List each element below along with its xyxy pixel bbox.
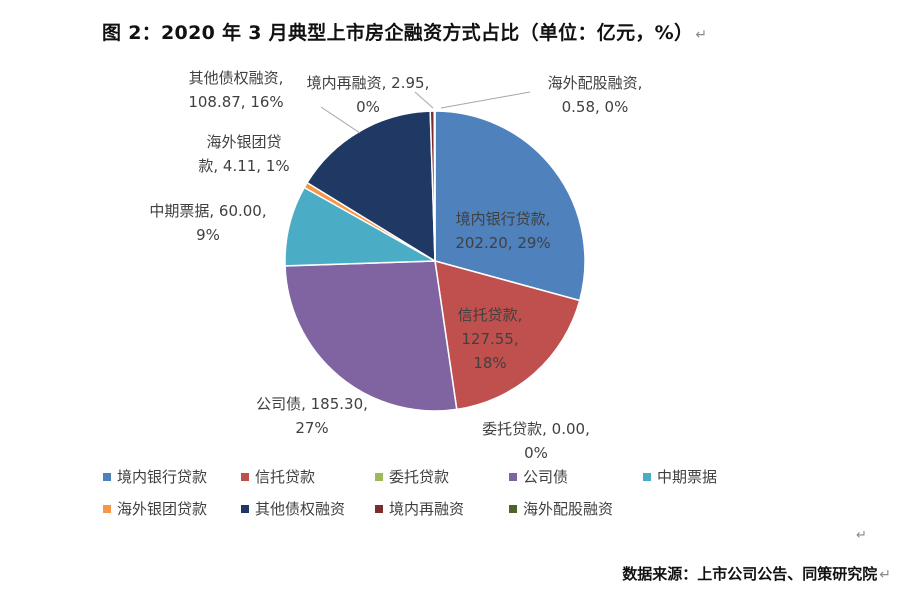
slice-data-label: 中期票据, 60.00, 9% — [149, 202, 266, 244]
legend-item: 信托贷款 — [241, 466, 315, 487]
pie-slice — [433, 110, 436, 262]
pie-slice — [306, 110, 436, 263]
legend-swatch — [375, 504, 383, 513]
pie-slice — [434, 259, 581, 411]
legend-item: 海外配股融资 — [509, 498, 613, 519]
legend-swatch — [375, 472, 383, 481]
leader-line — [440, 91, 531, 109]
legend-label: 海外银团贷款 — [117, 500, 208, 518]
pie-slice — [284, 260, 458, 412]
slice-data-label: 海外配股融资, 0.58, 0% — [548, 74, 643, 116]
slice-data-label: 海外银团贷款, 4.11, 1% — [198, 133, 289, 175]
pie-slice — [434, 110, 586, 302]
legend-label: 中期票据 — [657, 468, 718, 486]
slice-data-label: 其他债权融资, 108.87, 16% — [188, 69, 283, 111]
legend-swatch — [103, 504, 111, 513]
legend-label: 委托贷款 — [389, 468, 450, 486]
paragraph-mark: ↵ — [695, 27, 708, 43]
legend-label: 境内银行贷款 — [117, 468, 208, 486]
paragraph-mark: ↵ — [879, 567, 891, 583]
leader-line — [414, 91, 434, 109]
slice-data-label: 信托贷款, 127.55, 18% — [458, 306, 523, 372]
legend-label: 境内再融资 — [389, 500, 465, 518]
leader-lines — [320, 91, 531, 134]
legend-item: 境内再融资 — [375, 498, 464, 519]
legend-label: 海外配股融资 — [523, 500, 614, 518]
data-labels: 境内银行贷款, 202.20, 29% 信托贷款, 127.55, 18% 委托贷款, 0… — [149, 69, 642, 462]
legend-swatch — [509, 472, 517, 481]
legend-item: 境内银行贷款 — [103, 466, 207, 487]
slice-data-label: 境内再融资, 2.95, 0% — [307, 74, 430, 116]
pie-slice — [284, 186, 438, 267]
legend-item: 公司债 — [509, 466, 568, 487]
data-source-note: 数据来源：上市公司公告、同策研究院 ↵ — [622, 565, 891, 583]
legend-label: 其他债权融资 — [255, 500, 346, 518]
slice-data-label: 公司债, 185.30, 27% — [256, 395, 368, 437]
legend-item: 中期票据 — [643, 466, 717, 487]
chart-title: 图 2：2020 年 3 月典型上市房企融资方式占比（单位：亿元，%） ↵ — [102, 22, 708, 44]
leader-line — [320, 106, 361, 134]
legend-item: 其他债权融资 — [241, 498, 345, 519]
paragraph-mark: ↵ — [856, 528, 867, 543]
legend-item: 海外银团贷款 — [103, 498, 207, 519]
legend-swatch — [103, 472, 111, 481]
legend-swatch — [643, 472, 651, 481]
legend-swatch — [241, 504, 249, 513]
legend-label: 信托贷款 — [255, 468, 316, 486]
legend-swatch — [241, 472, 249, 481]
legend-item: 委托贷款 — [375, 466, 449, 487]
slice-data-label: 委托贷款, 0.00, 0% — [482, 420, 590, 462]
slice-data-label: 境内银行贷款, 202.20, 29% — [455, 210, 550, 252]
legend-label: 公司债 — [523, 468, 569, 486]
pie-slices — [284, 110, 586, 412]
legend-swatch — [509, 504, 517, 513]
